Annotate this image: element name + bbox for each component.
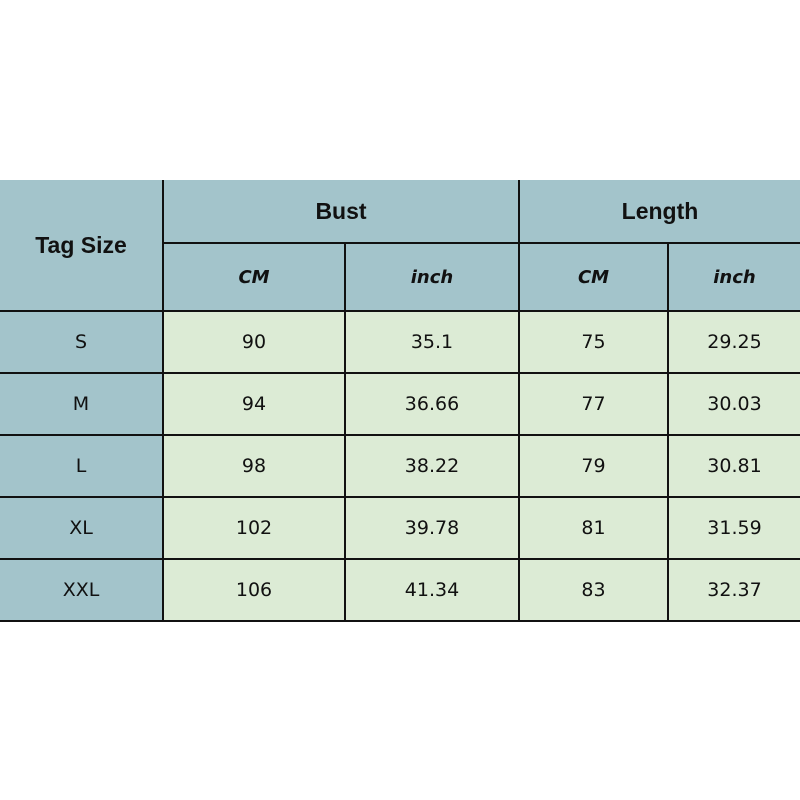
length-inch-cell: 32.37 (667, 559, 800, 622)
bust-cm-cell: 98 (162, 435, 345, 498)
size-cell: XL (0, 497, 163, 560)
bust-inch-header: inch (344, 243, 519, 312)
length-inch-header: inch (667, 243, 800, 312)
table-row: L 98 38.22 79 30.81 (0, 435, 800, 498)
table-row: S 90 35.1 75 29.25 (0, 311, 800, 374)
bust-inch-cell: 39.78 (344, 497, 519, 560)
bust-cm-cell: 94 (162, 373, 345, 436)
table-row: XL 102 39.78 81 31.59 (0, 497, 800, 560)
size-cell: XXL (0, 559, 163, 622)
bust-inch-cell: 36.66 (344, 373, 519, 436)
bust-inch-cell: 35.1 (344, 311, 519, 374)
size-cell: S (0, 311, 163, 374)
size-chart-table: Tag Size Bust Length CM inch CM inch S 90… (0, 180, 800, 622)
bust-header: Bust (162, 180, 519, 244)
size-cell: M (0, 373, 163, 436)
length-header: Length (518, 180, 800, 244)
length-cm-cell: 83 (518, 559, 668, 622)
bust-cm-header: CM (162, 243, 345, 312)
bust-cm-cell: 90 (162, 311, 345, 374)
length-cm-cell: 75 (518, 311, 668, 374)
bust-inch-cell: 38.22 (344, 435, 519, 498)
tag-size-header: Tag Size (0, 180, 163, 312)
length-inch-cell: 30.81 (667, 435, 800, 498)
length-cm-cell: 81 (518, 497, 668, 560)
table-row: M 94 36.66 77 30.03 (0, 373, 800, 436)
length-inch-cell: 31.59 (667, 497, 800, 560)
length-inch-cell: 30.03 (667, 373, 800, 436)
length-cm-cell: 77 (518, 373, 668, 436)
bust-cm-cell: 102 (162, 497, 345, 560)
length-cm-header: CM (518, 243, 668, 312)
table-row: XXL 106 41.34 83 32.37 (0, 559, 800, 622)
bust-cm-cell: 106 (162, 559, 345, 622)
bust-inch-cell: 41.34 (344, 559, 519, 622)
size-cell: L (0, 435, 163, 498)
length-cm-cell: 79 (518, 435, 668, 498)
length-inch-cell: 29.25 (667, 311, 800, 374)
